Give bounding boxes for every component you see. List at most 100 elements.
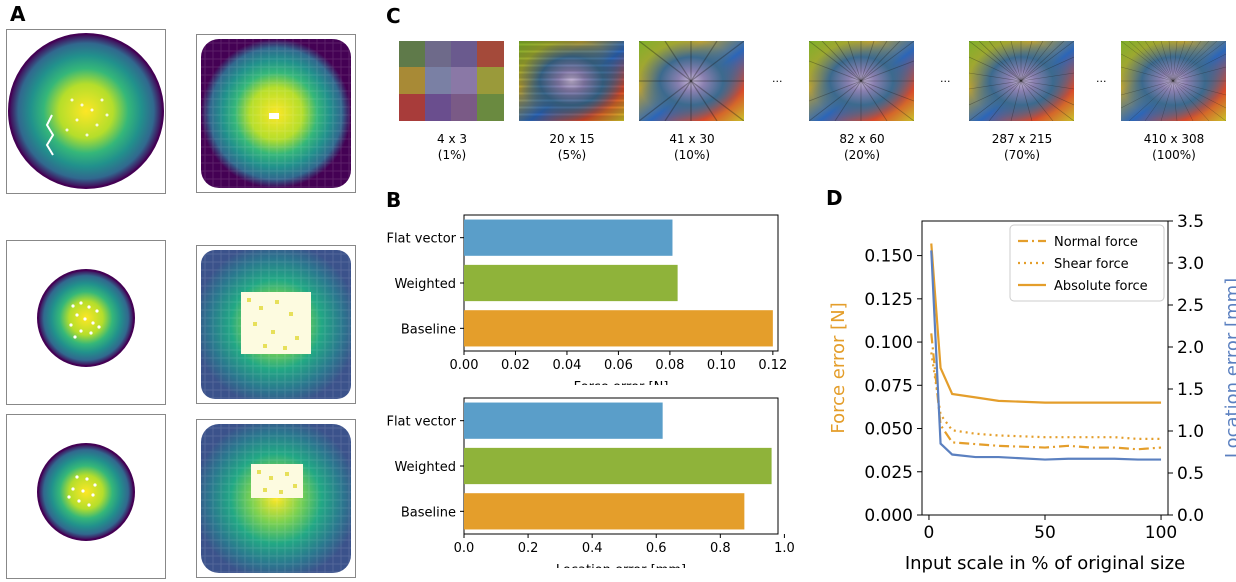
category-label: Flat vector (386, 415, 456, 430)
legend-label: Shear force (1054, 257, 1129, 272)
panel-label-a: A (10, 2, 26, 26)
category-label: Flat vector (386, 232, 456, 247)
x-tick-label: 0.02 (501, 358, 530, 373)
thumbnail-percent: (1%) (437, 148, 467, 162)
category-label: Baseline (401, 505, 456, 520)
thumbnail-caption-3: 41 x 30 (10%) (632, 131, 752, 163)
y2-tick-label: 2.5 (1177, 296, 1204, 316)
sensor-image-5 (6, 414, 166, 579)
thumbnail-percent: (20%) (843, 148, 881, 162)
y-tick-label: 0.075 (864, 376, 913, 396)
series-line-location (930, 250, 1162, 461)
x-axis-label: Force error [N] (574, 380, 669, 385)
thumbnail-4 (809, 41, 914, 121)
thumbnail-caption-1: 4 x 3 (1%) (392, 131, 512, 163)
legend-label: Absolute force (1054, 279, 1148, 294)
sensor-heatmap-3 (37, 269, 135, 367)
x-axis-label: Location error [mm] (556, 563, 686, 568)
y-tick-label: 0.025 (864, 463, 913, 483)
thumbnail-2 (519, 41, 624, 121)
thumbnail-size: 20 x 15 (549, 132, 595, 146)
scale-error-line-chart: 0.000 0.025 0.050 0.075 0.100 0.125 0.150 0.0 0.… (828, 212, 1236, 574)
y-tick-label: 0.100 (864, 333, 913, 353)
x-tick-label: 0.08 (655, 358, 684, 373)
location-error-bar-chart: Flat vector Weighted Baseline 0.0 0.2 0.4 0.6 0… (386, 397, 795, 568)
thumbnail-percent: (5%) (557, 148, 587, 162)
panel-label-c: C (386, 4, 401, 28)
y2-axis-label: Location error [mm] (1222, 278, 1236, 458)
x-tick-label: 50 (1034, 523, 1056, 543)
sensor-image-1 (6, 29, 166, 194)
thumbnail-caption-6: 410 x 308 (100%) (1114, 131, 1234, 163)
thumbnail-size: 41 x 30 (669, 132, 715, 146)
ellipsis-1: ... (772, 72, 783, 85)
category-label: Weighted (394, 460, 456, 475)
y2-tick-label: 1.0 (1177, 422, 1204, 442)
bar (464, 310, 773, 347)
y-axis-label: Force error [N] (828, 302, 849, 433)
series-line-force (930, 243, 1162, 404)
series-line-force (930, 352, 1162, 441)
y2-tick-label: 2.0 (1177, 338, 1204, 358)
bar (464, 493, 745, 530)
y2-tick-label: 3.0 (1177, 254, 1204, 274)
sensor-heatmap-5 (37, 443, 135, 541)
sensor-heatmap-4 (201, 250, 351, 399)
thumbnail-size: 287 x 215 (991, 132, 1053, 146)
x-tick-label: 0.8 (710, 541, 731, 556)
thumbnail-1 (399, 41, 504, 121)
sensor-heatmap-1 (8, 33, 164, 189)
bar (464, 219, 673, 256)
sensor-image-4 (196, 245, 356, 404)
bar (464, 447, 772, 485)
thumbnail-size: 4 x 3 (437, 132, 467, 146)
x-tick-label: 1.0 (774, 541, 795, 556)
thumbnail-size: 410 x 308 (1143, 132, 1205, 146)
thumbnail-caption-2: 20 x 15 (5%) (512, 131, 632, 163)
sensor-image-3 (6, 240, 166, 405)
bar (464, 264, 678, 302)
x-tick-label: 0.0 (454, 541, 475, 556)
thumbnail-6 (1121, 41, 1226, 121)
ellipsis-2: ... (940, 72, 951, 85)
sensor-heatmap-6 (201, 424, 351, 573)
x-tick-label: 0 (924, 523, 935, 543)
category-label: Baseline (401, 322, 456, 337)
sensor-image-2 (196, 34, 356, 193)
force-error-bar-chart: Flat vector Weighted Baseline 0.00 0.02 0.04 0… (386, 214, 787, 385)
x-tick-label: 0.12 (758, 358, 787, 373)
thumbnail-percent: (70%) (1003, 148, 1041, 162)
thumbnail-caption-5: 287 x 215 (70%) (962, 131, 1082, 163)
thumbnail-3 (639, 41, 744, 121)
y-tick-label: 0.125 (864, 290, 913, 310)
x-tick-label: 100 (1145, 523, 1177, 543)
thumbnail-percent: (10%) (673, 148, 711, 162)
sensor-image-6 (196, 419, 356, 578)
x-tick-label: 0.2 (518, 541, 539, 556)
bar (464, 402, 663, 439)
thumbnail-caption-4: 82 x 60 (20%) (802, 131, 922, 163)
x-tick-label: 0.6 (646, 541, 667, 556)
legend-box (1009, 224, 1165, 302)
y2-tick-label: 0.0 (1177, 506, 1204, 526)
y-tick-label: 0.050 (864, 420, 913, 440)
y2-tick-label: 0.5 (1177, 464, 1204, 484)
y2-tick-label: 1.5 (1177, 380, 1204, 400)
category-label: Weighted (394, 277, 456, 292)
x-tick-label: 0.04 (552, 358, 581, 373)
panel-label-b: B (386, 188, 402, 212)
y2-tick-label: 3.5 (1177, 212, 1204, 232)
x-tick-label: 0.06 (604, 358, 633, 373)
y-tick-label: 0.000 (864, 506, 913, 526)
thumbnail-percent: (100%) (1152, 148, 1196, 162)
x-tick-label: 0.00 (450, 358, 479, 373)
x-tick-label: 0.4 (582, 541, 603, 556)
ellipsis-3: ... (1096, 72, 1107, 85)
legend-label: Normal force (1054, 235, 1138, 250)
sensor-heatmap-2 (201, 39, 351, 188)
thumbnail-5 (969, 41, 1074, 121)
x-axis-label: Input scale in % of original size (905, 553, 1185, 574)
y-tick-label: 0.150 (864, 247, 913, 267)
panel-label-d: D (826, 186, 843, 210)
series-line-force (930, 333, 1162, 451)
